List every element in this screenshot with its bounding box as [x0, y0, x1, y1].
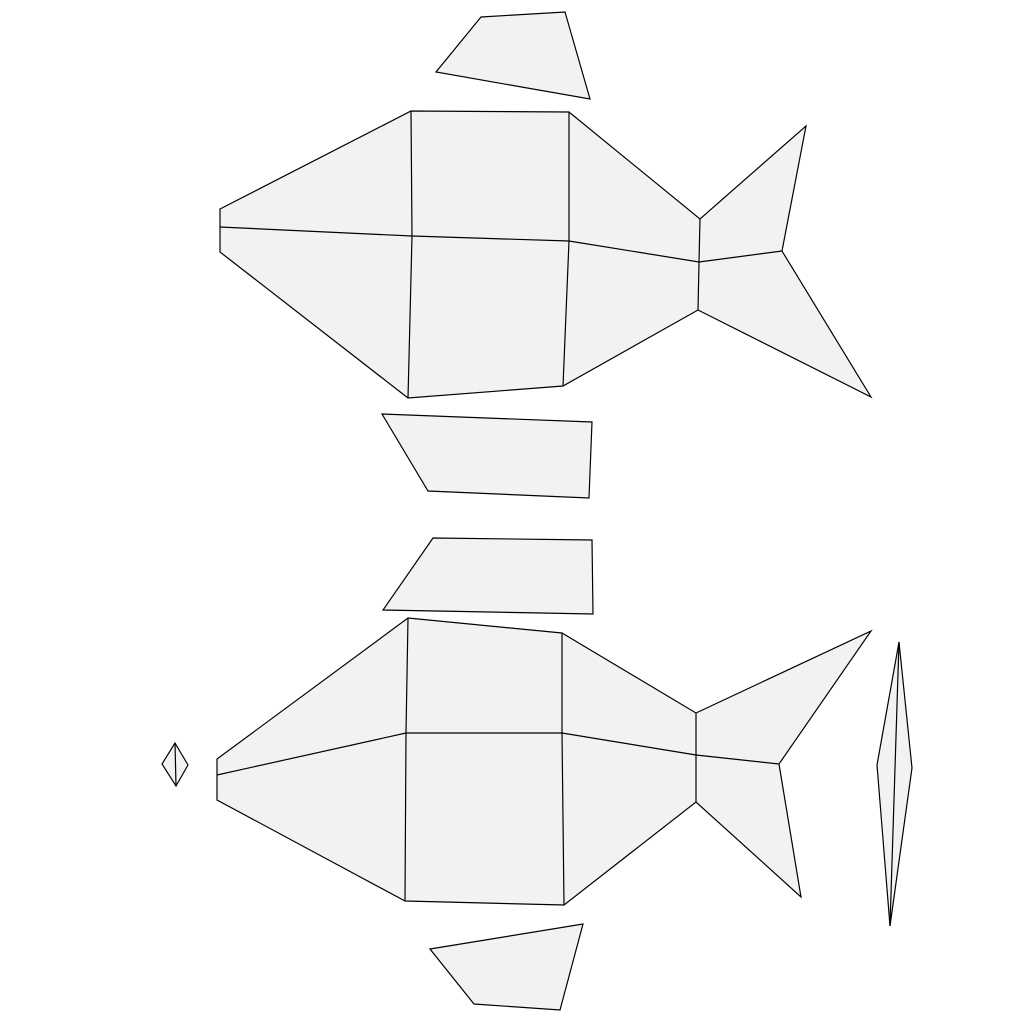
bottom-body-outline — [216, 617, 873, 906]
top-fish-body — [219, 110, 873, 399]
top-body-outline — [219, 110, 873, 399]
bottom-fish-body — [216, 617, 873, 906]
bottom-ventral-fin — [428, 923, 584, 1011]
top-tail-fold — [697, 218, 701, 311]
top-body-fold-2 — [562, 112, 570, 387]
eye-piece-fold — [174, 742, 177, 787]
top-ventral-fin — [380, 413, 593, 499]
side-spine-strip — [876, 641, 913, 927]
top-body-fold-1 — [407, 110, 413, 399]
bottom-body-fold-2 — [561, 633, 565, 906]
top-dorsal-fin — [434, 11, 591, 100]
bottom-dorsal-fin — [381, 537, 594, 615]
eye-piece — [161, 741, 189, 788]
side-spine-fold — [889, 641, 900, 927]
bottom-body-fold-1 — [404, 617, 409, 902]
